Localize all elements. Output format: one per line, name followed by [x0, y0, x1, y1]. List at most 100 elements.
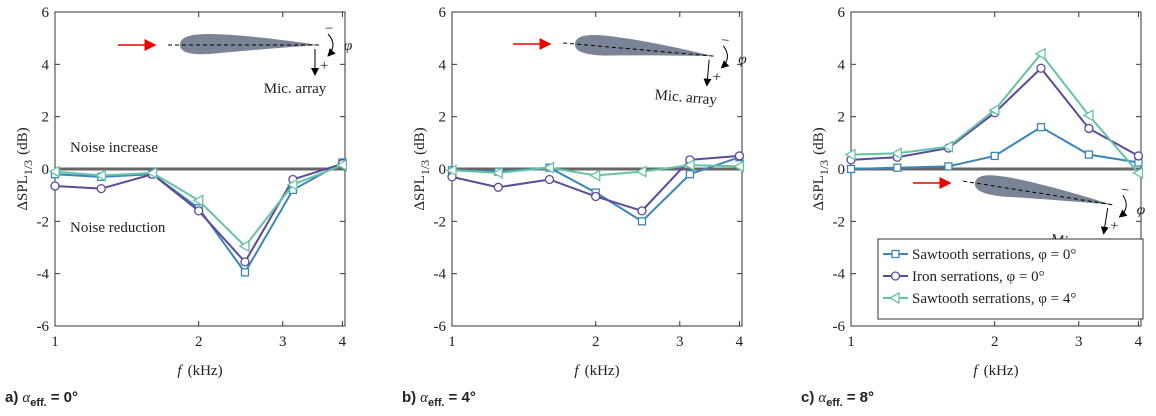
panel-eq: = 4° [449, 389, 476, 406]
y-axis-label: ΔSPL1/3 (dB) [412, 127, 432, 210]
marker [942, 140, 954, 153]
y-tick-label: -4 [833, 267, 846, 283]
y-axis-label: ΔSPL1/3 (dB) [811, 127, 831, 210]
series-line [850, 125, 1139, 170]
legend-marker [888, 291, 900, 305]
mic-arrow [703, 59, 712, 87]
marker [544, 174, 555, 185]
marker [240, 268, 250, 277]
marker [543, 161, 555, 174]
x-label-symbol: f [973, 363, 979, 379]
x-label-unit: (kHz) [188, 363, 223, 379]
marker [734, 151, 745, 161]
y-label-main: ΔSPL [412, 175, 428, 211]
mic-arrow [1100, 207, 1109, 235]
marker [990, 151, 999, 161]
marker [240, 257, 250, 267]
y-tick-label: 4 [439, 57, 447, 73]
y-axis-label: ΔSPL1/3 (dB) [15, 127, 35, 210]
annotation: φ [344, 38, 352, 54]
annotation: φ [738, 51, 748, 68]
y-label-unit: (dB) [412, 127, 428, 155]
y-tick-label: -6 [434, 319, 447, 335]
panel: -6 -4 -2 0 2 4 6 1 2 3 4 f (kHz) ΔSPL1/3 (dB) a) αeff. = … [5, 5, 352, 409]
panel-eq: = 0° [51, 389, 78, 406]
annotation: Noise increase [70, 140, 158, 156]
panel-letter: b) [402, 389, 416, 406]
x-label-unit: (kHz) [984, 363, 1019, 379]
y-tick-label: 2 [42, 110, 50, 126]
marker [1084, 150, 1094, 159]
y-tick-label: -6 [833, 319, 846, 335]
panel-letter: c) [801, 389, 814, 406]
y-label-sub: 1/3 [817, 160, 831, 175]
phi-arc [327, 33, 336, 57]
annotation: − [325, 21, 333, 37]
y-tick-label: 0 [42, 162, 50, 178]
marker [194, 206, 204, 216]
y-tick-label: 4 [42, 57, 50, 73]
marker [1084, 123, 1094, 134]
marker [1133, 151, 1144, 161]
airfoil-shape [180, 34, 320, 55]
legend-marker [891, 249, 900, 259]
panel-label: c) αeff. = 8° [801, 389, 874, 409]
x-tick-label: 3 [279, 334, 287, 350]
marker [890, 147, 902, 160]
marker [589, 169, 601, 182]
phi-arc [1118, 195, 1128, 218]
x-tick-label: 3 [1075, 334, 1083, 350]
panel-sub: eff. [30, 397, 47, 409]
series-line [451, 154, 740, 213]
marker [491, 166, 503, 180]
marker [637, 217, 647, 226]
marker [683, 158, 695, 172]
marker [1082, 109, 1094, 122]
x-tick-label: 1 [847, 334, 855, 350]
x-tick-label: 3 [676, 334, 684, 350]
y-tick-label: 6 [439, 5, 447, 21]
y-tick-label: 2 [838, 110, 846, 126]
panel-sub: eff. [826, 397, 843, 409]
annotation: φ [1136, 202, 1147, 219]
marker [445, 164, 457, 177]
y-tick-label: 2 [439, 110, 447, 126]
marker [635, 165, 647, 178]
y-label-sub: 1/3 [418, 160, 432, 175]
y-label-main: ΔSPL [15, 175, 31, 211]
legend-marker [890, 271, 901, 281]
annotation: + [1109, 218, 1120, 235]
annotation: Mic. array [654, 87, 718, 108]
y-label-main: ΔSPL [811, 175, 827, 211]
marker [1036, 122, 1046, 132]
y-label-sub: 1/3 [21, 160, 35, 175]
airfoil: Mic. array φ + − [168, 21, 352, 97]
marker [493, 182, 503, 192]
marker [96, 183, 106, 194]
marker [893, 163, 902, 172]
y-tick-label: -2 [37, 214, 50, 230]
marker [846, 164, 856, 174]
x-tick-label: 2 [592, 334, 600, 350]
y-tick-label: 6 [838, 5, 846, 21]
marker [238, 240, 250, 253]
marker [146, 166, 158, 180]
annotation: Mic. array [264, 81, 327, 97]
x-tick-label: 1 [448, 334, 456, 350]
x-label-symbol: f [574, 363, 580, 379]
x-axis-label: f (kHz) [973, 363, 1018, 379]
annotation: − [720, 33, 730, 50]
x-tick-label: 2 [195, 334, 203, 350]
x-label-unit: (kHz) [585, 363, 620, 379]
marker [637, 206, 647, 216]
marker [591, 191, 601, 202]
x-tick-label: 4 [1135, 334, 1143, 350]
marker [48, 165, 60, 178]
y-label-unit: (dB) [811, 127, 827, 155]
airfoil: Mic. array φ + − [563, 33, 748, 109]
panel-sub: eff. [428, 397, 445, 409]
marker [336, 158, 348, 172]
panel-alpha: α [420, 390, 429, 406]
marker [50, 181, 60, 191]
panel-eq: = 8° [847, 389, 874, 406]
